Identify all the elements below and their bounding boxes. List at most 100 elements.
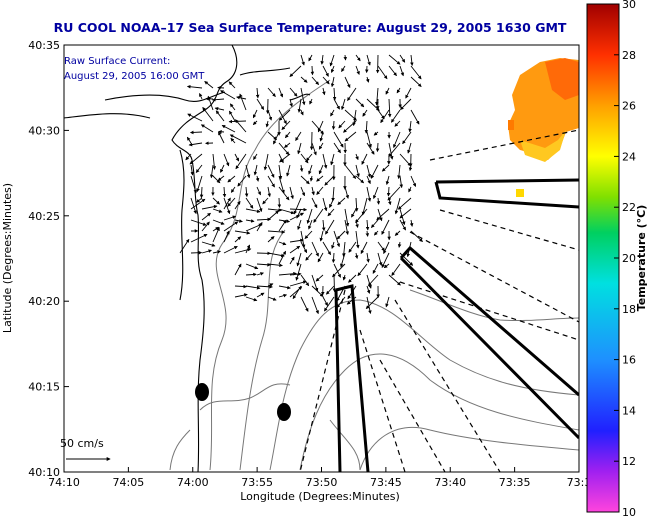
current-vector <box>388 65 397 77</box>
current-vector <box>397 241 402 248</box>
current-vector <box>376 197 381 205</box>
current-vector <box>371 219 379 228</box>
current-vector <box>325 219 335 235</box>
current-vector <box>212 197 220 205</box>
current-vector <box>377 65 388 80</box>
current-vector <box>313 208 324 223</box>
current-vector <box>267 131 277 141</box>
current-vector <box>245 296 258 302</box>
current-vector <box>289 286 303 298</box>
current-vector <box>223 245 238 254</box>
current-vector <box>320 54 324 65</box>
current-vector <box>387 98 392 118</box>
current-vector <box>255 87 260 99</box>
current-vector <box>245 219 255 223</box>
coastline <box>64 45 311 472</box>
current-vector <box>278 293 288 298</box>
current-vector <box>278 250 286 265</box>
current-vector <box>300 186 306 197</box>
current-vector <box>212 153 217 170</box>
current-vector <box>300 76 308 83</box>
current-vector <box>253 153 258 161</box>
current-vector <box>299 164 304 172</box>
current-vector <box>377 208 383 222</box>
current-vector <box>396 87 401 94</box>
current-vector <box>252 120 258 126</box>
current-vector <box>190 233 208 243</box>
current-vector <box>380 109 390 124</box>
x-tick-label: 73:55 <box>241 476 273 489</box>
current-vector <box>311 186 315 196</box>
current-vector <box>402 131 412 145</box>
current-vector <box>278 175 285 194</box>
current-vector <box>267 283 274 287</box>
current-vector <box>234 230 251 235</box>
current-vector <box>289 212 305 221</box>
current-vector <box>309 175 314 182</box>
current-vector <box>234 247 252 254</box>
current-vector <box>388 197 392 206</box>
current-vector <box>377 109 385 120</box>
current-vector <box>256 197 263 212</box>
current-vector <box>355 175 365 184</box>
current-vector <box>410 175 417 187</box>
current-vector <box>319 230 324 242</box>
current-vector <box>223 215 237 221</box>
current-vector <box>366 274 372 289</box>
current-vector <box>333 230 341 248</box>
current-vector <box>332 87 337 101</box>
current-vector <box>267 296 277 301</box>
current-vector <box>344 164 357 179</box>
current-vector <box>409 219 414 227</box>
current-vector <box>366 131 372 148</box>
x-tick-label: 73:40 <box>434 476 466 489</box>
current-vector <box>201 212 211 221</box>
current-vector <box>277 197 282 208</box>
current-vector <box>318 164 324 175</box>
current-vector <box>355 219 359 228</box>
current-vector <box>322 87 326 96</box>
current-vector <box>385 87 390 95</box>
current-vector <box>355 65 360 75</box>
current-vector <box>245 244 251 254</box>
current-vector <box>188 142 203 147</box>
colorbar-tick-label: 24 <box>622 150 636 163</box>
current-vector <box>387 186 401 201</box>
current-vector <box>234 153 240 162</box>
current-vector <box>267 164 275 178</box>
current-vector <box>196 197 203 203</box>
current-vector <box>278 164 283 180</box>
current-vector <box>300 175 310 185</box>
current-vector <box>330 109 335 117</box>
current-vector <box>331 186 335 202</box>
current-vector <box>410 109 420 125</box>
current-vector <box>366 296 372 314</box>
current-vector <box>234 236 242 243</box>
current-vector <box>316 186 324 195</box>
chart-title: RU COOL NOAA–17 Sea Surface Temperature:… <box>53 20 567 35</box>
current-vector <box>322 197 328 212</box>
current-vector <box>185 153 192 161</box>
current-vector <box>332 274 337 293</box>
current-vector <box>278 219 287 232</box>
current-vector <box>234 200 241 210</box>
current-vector <box>245 164 251 179</box>
current-vector <box>239 93 247 111</box>
current-vector <box>227 175 236 183</box>
current-vector <box>391 263 401 276</box>
annotation-line-2: August 29, 2005 16:00 GMT <box>64 71 205 82</box>
current-vector <box>267 252 285 258</box>
x-axis-label: Longitude (Degrees:Minutes) <box>240 490 400 503</box>
current-vector <box>366 186 372 202</box>
current-vector <box>306 153 313 162</box>
current-vector <box>333 98 340 110</box>
current-vector <box>267 175 275 188</box>
current-vector <box>394 120 401 127</box>
current-vector <box>187 113 203 122</box>
current-vector <box>190 219 207 226</box>
y-axis-label: Latitude (Degrees:Minutes) <box>1 183 14 333</box>
y-tick-label: 40:10 <box>28 466 60 479</box>
current-vector <box>355 208 368 224</box>
current-vector <box>223 197 231 210</box>
current-vector <box>309 98 313 105</box>
